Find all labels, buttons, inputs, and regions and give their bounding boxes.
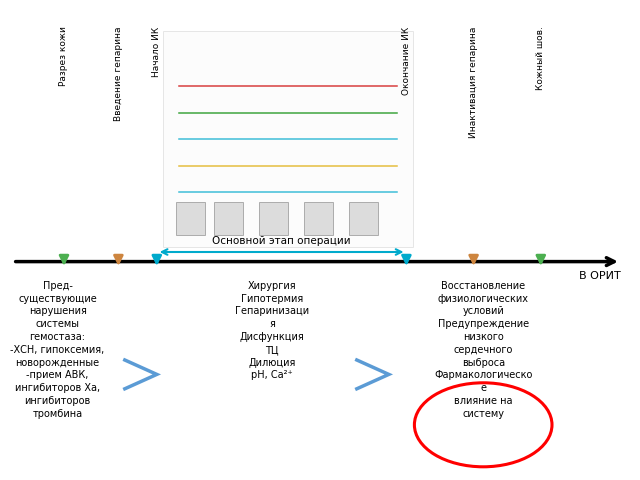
Text: В ОРИТ: В ОРИТ [579,271,621,281]
Bar [259,202,288,235]
Text: Восстановление
физиологических
условий
Предупреждение
низкого
сердечного
выброса: Восстановление физиологических условий П… [434,281,532,419]
FancyBboxPatch shape [163,31,413,247]
Text: Основной этап операции: Основной этап операции [212,236,351,246]
Text: Кожный шов.: Кожный шов. [536,26,545,90]
Text: Окончание ИК: Окончание ИК [402,26,411,95]
Text: Инактивация гепарина: Инактивация гепарина [469,26,478,138]
Text: Пред-
существующие
нарушения
системы
гемостаза:
-ХСН, гипоксемия,
новорожденные
: Пред- существующие нарушения системы гем… [10,281,105,419]
Bar [176,202,205,235]
Text: Разрез кожи: Разрез кожи [60,26,68,86]
Bar [304,202,333,235]
Text: Начало ИК: Начало ИК [152,26,161,77]
Text: Введение гепарина: Введение гепарина [114,26,123,121]
Bar [349,202,378,235]
Bar [214,202,243,235]
Text: Хирургия
Гипотермия
Гепаринизаци
я
Дисфункция
ТЦ
Дилюция
рН, Са²⁺: Хирургия Гипотермия Гепаринизаци я Дисфу… [235,281,309,381]
